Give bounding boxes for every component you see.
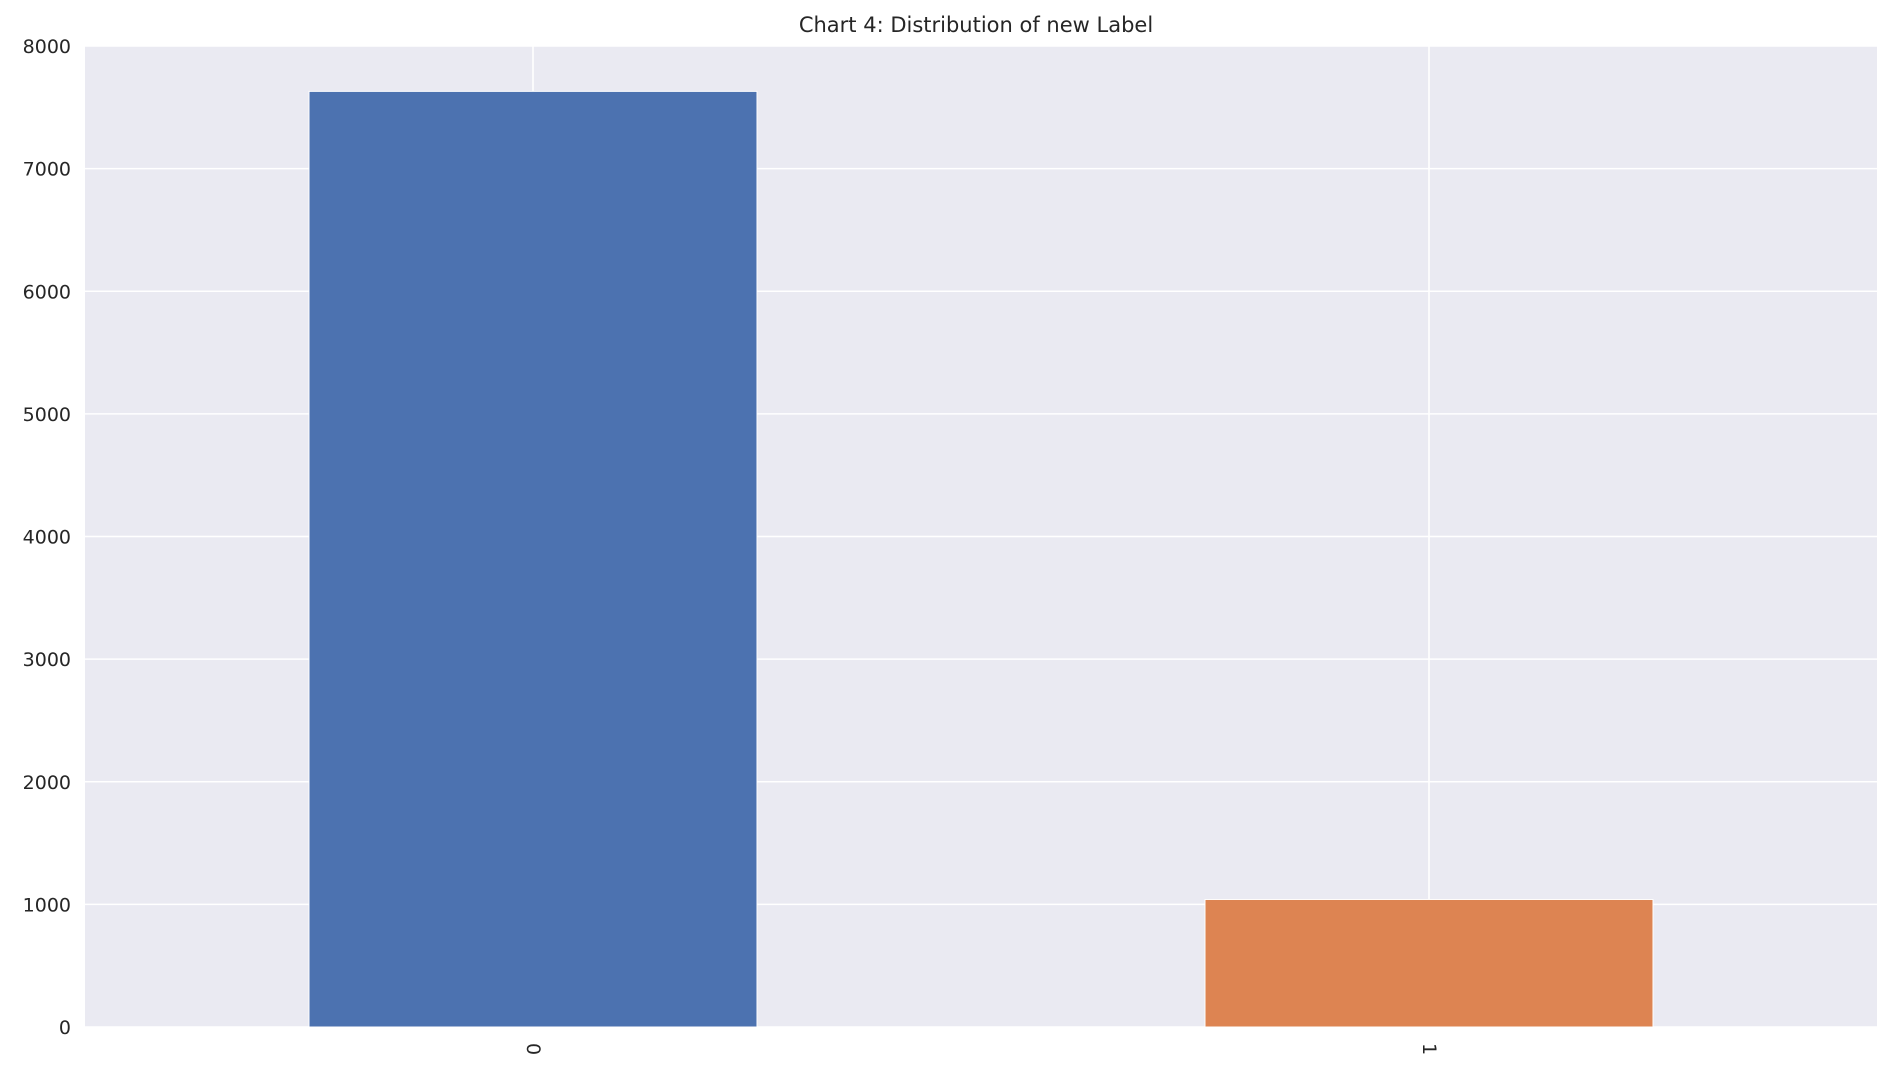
- x-tick-label: 0: [522, 1043, 544, 1055]
- bars: [308, 90, 1654, 1028]
- y-tick-label: 1000: [23, 894, 71, 916]
- y-tick-label: 4000: [23, 527, 71, 549]
- y-tick-label: 3000: [23, 649, 71, 671]
- chart-title: Chart 4: Distribution of new Label: [799, 13, 1153, 37]
- y-tick-label: 5000: [23, 404, 71, 426]
- y-axis: 0 1000 2000 3000 4000 5000 6000 7000 8000: [23, 36, 71, 1039]
- bar-0: [308, 90, 758, 1028]
- y-tick-label: 2000: [23, 772, 71, 794]
- y-tick-label: 7000: [23, 159, 71, 181]
- y-tick-label: 0: [59, 1017, 71, 1039]
- x-tick-label: 1: [1418, 1043, 1440, 1055]
- y-tick-label: 6000: [23, 281, 71, 303]
- y-tick-label: 8000: [23, 36, 71, 58]
- bar-1: [1204, 898, 1654, 1028]
